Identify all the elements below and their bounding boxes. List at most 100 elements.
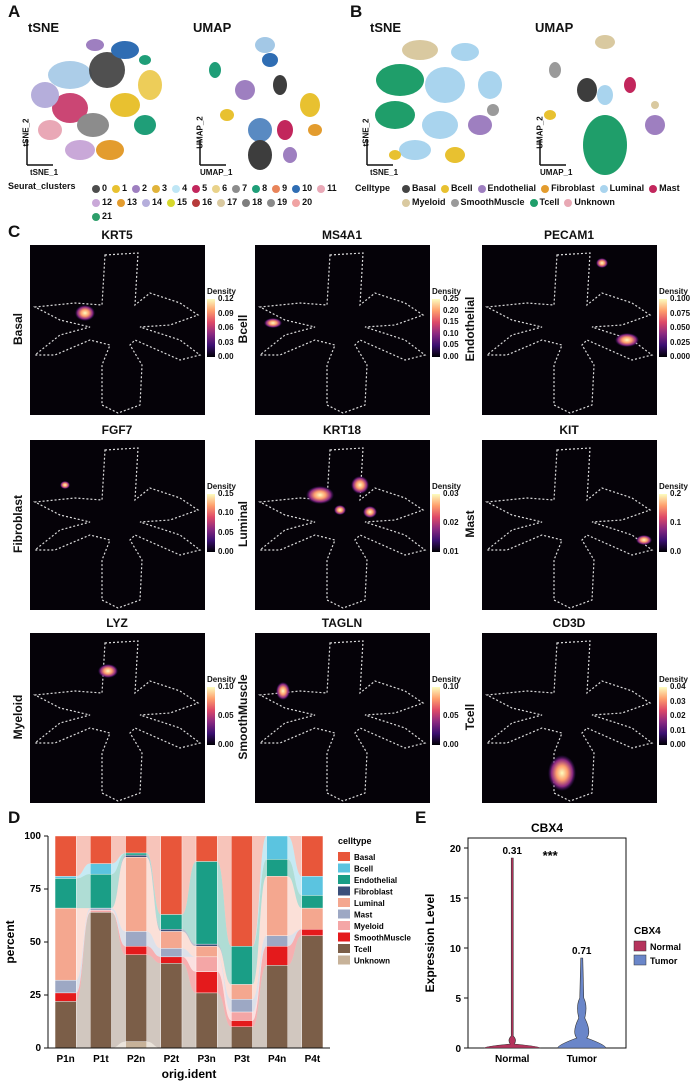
density-celltype-label: Endothelial bbox=[463, 296, 477, 362]
cluster-legend-label: 4 bbox=[182, 183, 188, 193]
legend-swatch bbox=[338, 886, 350, 896]
violin-shape bbox=[483, 857, 541, 1049]
density-colorbar-title: Density bbox=[432, 482, 461, 491]
bar-segment bbox=[266, 965, 288, 1049]
bar-segment bbox=[266, 859, 288, 877]
alluvial-ribbon bbox=[76, 912, 91, 1048]
bar-segment bbox=[301, 907, 324, 930]
bar-segment bbox=[231, 984, 253, 1000]
y-tick-label: 50 bbox=[30, 937, 42, 948]
cluster-legend-item: 6 bbox=[212, 181, 227, 195]
density-colorbar-tick: 0.03 bbox=[218, 337, 234, 347]
x-tick-label: Normal bbox=[495, 1054, 530, 1065]
panel-letter-a: A bbox=[8, 2, 21, 21]
celltype-legend-swatch bbox=[529, 198, 538, 207]
legend-label: Basal bbox=[354, 853, 375, 862]
legend-label: SmoothMuscle bbox=[354, 934, 411, 943]
x-tick-label: P2t bbox=[164, 1054, 180, 1065]
density-plot bbox=[482, 440, 657, 610]
cluster-legend-swatch bbox=[232, 184, 241, 193]
celltype-legend-swatch bbox=[599, 184, 608, 193]
cluster-legend-item: 14 bbox=[142, 195, 162, 209]
legend-swatch bbox=[338, 875, 350, 884]
cluster-legend-swatch bbox=[117, 198, 126, 207]
legend-title: celltype bbox=[338, 836, 372, 846]
density-celltype-label: Luminal bbox=[236, 501, 250, 548]
bar-segment bbox=[54, 907, 77, 981]
density-hotspot bbox=[75, 305, 95, 321]
alluvial-ribbon bbox=[181, 929, 197, 947]
alluvial-ribbon bbox=[146, 1041, 161, 1048]
cluster-legend-swatch bbox=[92, 184, 100, 193]
density-colorbar-tick: 0.05 bbox=[443, 711, 459, 720]
panel-b-umap-xlabel: UMAP_1 bbox=[540, 168, 573, 177]
legend-swatch bbox=[633, 940, 647, 952]
alluvial-ribbon bbox=[146, 836, 161, 915]
alluvial-ribbon bbox=[146, 946, 161, 964]
violin-chart: CBX4 0 5 10 15 20 Expression Level 0.31 Normal 0.… bbox=[423, 821, 681, 1065]
cluster-legend-label: 12 bbox=[102, 197, 113, 207]
bar-segment bbox=[125, 852, 147, 856]
bar-segment bbox=[231, 835, 253, 947]
cluster-legend-label: 3 bbox=[162, 183, 168, 193]
bar-segment bbox=[90, 835, 112, 864]
panel-b-tsne-xlabel: tSNE_1 bbox=[370, 168, 399, 177]
alluvial-ribbon bbox=[146, 855, 161, 932]
density-background bbox=[30, 440, 205, 610]
cluster-legend-swatch bbox=[152, 184, 161, 193]
panel-b-legend-title: Celltype bbox=[355, 183, 391, 193]
alluvial-ribbon bbox=[76, 863, 91, 879]
density-hotspot bbox=[351, 476, 369, 494]
umap-clusters-a bbox=[209, 37, 322, 170]
bar-segment bbox=[125, 954, 147, 1042]
cluster-legend-label: 7 bbox=[242, 183, 248, 193]
bar-segment bbox=[125, 1041, 147, 1049]
x-tick-label: P1n bbox=[56, 1054, 74, 1065]
density-gene-title: LYZ bbox=[106, 616, 128, 630]
alluvial-ribbon bbox=[217, 944, 232, 985]
density-hotspot bbox=[98, 664, 118, 678]
alluvial-ribbon bbox=[111, 855, 126, 909]
alluvial-ribbon bbox=[111, 836, 126, 864]
density-hotspot bbox=[615, 333, 639, 347]
violin-annotation: 0.71 bbox=[572, 946, 592, 957]
tissue-outline bbox=[32, 640, 202, 802]
density-colorbar-tick: 0.25 bbox=[443, 294, 459, 303]
tissue-outline bbox=[32, 447, 202, 609]
celltype-legend-swatch bbox=[649, 184, 658, 193]
panel-a-tsne-ylabel: tSNE_2 bbox=[21, 118, 31, 147]
bar-segment bbox=[301, 929, 324, 936]
panel-a-tsne-xlabel: tSNE_1 bbox=[30, 168, 59, 177]
umap-celltypes-b bbox=[544, 35, 665, 175]
bar-segment bbox=[301, 895, 324, 909]
alluvial-ribbon bbox=[181, 963, 197, 1048]
bar-segment bbox=[90, 907, 112, 911]
density-plot bbox=[482, 633, 657, 803]
density-hotspot bbox=[636, 535, 652, 545]
cluster-legend-swatch bbox=[217, 198, 226, 207]
panel-a-tsne-title: tSNE bbox=[28, 20, 60, 35]
legend-swatch bbox=[338, 921, 350, 930]
bar-segment bbox=[231, 999, 253, 1013]
y-tick-label: 5 bbox=[455, 994, 461, 1005]
tissue-outline bbox=[484, 252, 654, 414]
density-celltype-label: SmoothMuscle bbox=[236, 674, 250, 760]
cluster-legend-item: 12 bbox=[92, 195, 112, 209]
cluster-legend-label: 5 bbox=[202, 183, 208, 193]
celltype-legend-item: SmoothMuscle bbox=[450, 195, 525, 209]
bar-segment bbox=[195, 861, 218, 945]
alluvial-ribbon bbox=[287, 836, 302, 896]
celltype-legend-item: Mast bbox=[649, 181, 680, 195]
x-axis-label: orig.ident bbox=[162, 1067, 217, 1081]
celltype-legend-item: Fibroblast bbox=[541, 181, 595, 195]
alluvial-ribbon bbox=[252, 859, 267, 985]
bar-segment bbox=[125, 931, 147, 947]
alluvial-ribbon bbox=[217, 861, 232, 985]
legend-label: Tumor bbox=[650, 956, 678, 966]
legend-swatch bbox=[338, 909, 350, 919]
density-colorbar-title: Density bbox=[432, 287, 461, 296]
celltype-legend-swatch bbox=[402, 198, 410, 207]
density-colorbar-tick: 0.09 bbox=[218, 308, 234, 318]
x-tick-label: P1t bbox=[93, 1054, 109, 1065]
alluvial-ribbon bbox=[111, 908, 126, 947]
